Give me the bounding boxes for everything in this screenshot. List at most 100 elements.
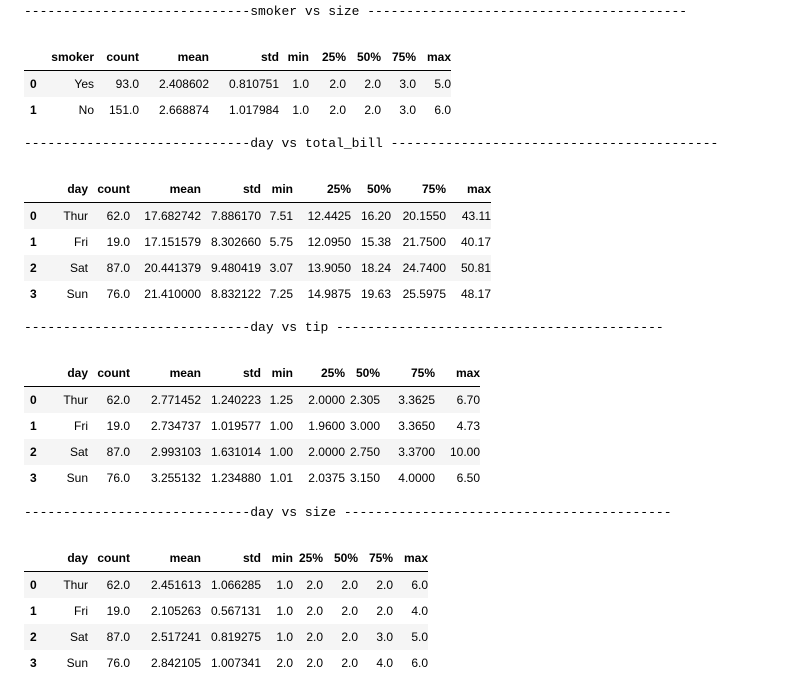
column-header: mean	[139, 44, 209, 71]
table-cell: 1.631014	[210, 445, 261, 459]
table-cell: 1.01	[269, 471, 293, 485]
table-cell: 2.0	[364, 103, 381, 117]
row-index: 2	[30, 445, 37, 459]
table-cell: 8.832122	[210, 287, 261, 301]
table-cell: 7.51	[269, 209, 293, 223]
column-header: min	[261, 176, 293, 203]
table-row: 2 Sat 87.0 20.441379 9.480419 3.07 13.9050 18.2…	[24, 255, 491, 281]
table-cell: Thur	[63, 209, 88, 223]
index-header-cell	[24, 44, 50, 71]
table-cell: Sun	[66, 287, 88, 301]
table-row: 1 Fri 19.0 2.734737 1.019577 1.00 1.9600 3.000 3…	[24, 413, 480, 439]
row-index: 1	[30, 103, 37, 117]
column-header: max	[416, 44, 451, 71]
table-cell: 6.70	[456, 393, 480, 407]
section-header-day-vs-total-bill: -----------------------------day vs tota…	[24, 136, 719, 151]
column-header: 75%	[380, 360, 435, 387]
table-cell: 2.771452	[150, 393, 201, 407]
table-cell: Fri	[74, 419, 88, 433]
table-cell: Sat	[69, 445, 88, 459]
column-header: max	[435, 360, 480, 387]
table-cell: 19.0	[106, 235, 130, 249]
table-cell: 1.25	[269, 393, 293, 407]
table-cell: 25.5975	[402, 287, 446, 301]
table-cell: 2.0000	[308, 393, 345, 407]
table-cell: 2.993103	[150, 445, 201, 459]
table-cell: 4.0	[376, 656, 393, 670]
table-row: 0 Thur 62.0 2.451613 1.066285 1.0 2.0 2.0 2.0 6.0	[24, 571, 428, 598]
table-cell: 48.17	[460, 287, 491, 301]
table-cell: 1.00	[269, 419, 293, 433]
table-cell: 0.819275	[210, 630, 261, 644]
table-cell: 14.9875	[307, 287, 351, 301]
index-header-cell	[24, 360, 50, 387]
column-header: 25%	[293, 176, 351, 203]
table-cell: 2.842105	[150, 656, 201, 670]
column-header: count	[88, 545, 130, 572]
table-cell: 13.9050	[307, 261, 351, 275]
index-header-cell	[24, 176, 50, 203]
column-header: day	[50, 545, 88, 572]
column-header: min	[261, 545, 293, 572]
section-header-smoker-vs-size: -----------------------------smoker vs s…	[24, 4, 688, 19]
table-cell: 7.886170	[210, 209, 261, 223]
table-cell: 4.0000	[398, 471, 435, 485]
table-cell: 4.73	[456, 419, 480, 433]
row-index: 0	[30, 77, 37, 91]
table-cell: 2.0	[341, 656, 358, 670]
table-cell: 8.302660	[210, 235, 261, 249]
table-cell: 1.9600	[308, 419, 345, 433]
row-index: 2	[30, 261, 37, 275]
table-cell: 3.255132	[150, 471, 201, 485]
column-header: std	[201, 545, 261, 572]
table-cell: 87.0	[106, 445, 130, 459]
table-cell: 4.0	[411, 604, 428, 618]
column-header: count	[88, 360, 130, 387]
table-cell: 1.234880	[210, 471, 261, 485]
table-cell: 50.81	[460, 261, 491, 275]
row-index: 3	[30, 287, 37, 301]
column-header: 50%	[346, 44, 381, 71]
section-header-day-vs-tip: -----------------------------day vs tip …	[24, 320, 664, 335]
table-cell: 76.0	[106, 471, 130, 485]
table-row: 2 Sat 87.0 2.517241 0.819275 1.0 2.0 2.0 3.0 5.0	[24, 624, 428, 650]
table-cell: 2.734737	[150, 419, 201, 433]
table-cell: 12.4425	[307, 209, 351, 223]
table-cell: 9.480419	[210, 261, 261, 275]
table-cell: 6.0	[411, 578, 428, 592]
column-header: min	[261, 360, 293, 387]
column-header: 75%	[381, 44, 416, 71]
table-cell: 6.0	[434, 103, 451, 117]
column-header: max	[393, 545, 428, 572]
table-cell: 2.0	[364, 77, 381, 91]
table-smoker-vs-size: smoker count mean std min 25% 50% 75% max 0 Yes 93.…	[24, 44, 451, 123]
table-cell: Sat	[69, 630, 88, 644]
table-cell: 20.1550	[402, 209, 446, 223]
table-row: 2 Sat 87.0 2.993103 1.631014 1.00 2.0000 2.750 3…	[24, 439, 480, 465]
table-cell: 2.0	[329, 103, 346, 117]
column-header: 50%	[351, 176, 391, 203]
row-index: 3	[30, 471, 37, 485]
table-cell: 2.408602	[158, 77, 209, 91]
table-cell: 21.410000	[144, 287, 201, 301]
table-cell: 2.0	[306, 604, 323, 618]
table-cell: 62.0	[106, 393, 130, 407]
table-cell: 15.38	[360, 235, 391, 249]
column-header: day	[50, 176, 88, 203]
table-cell: 3.0	[376, 630, 393, 644]
column-header: count	[88, 176, 130, 203]
table-cell: 2.0	[341, 630, 358, 644]
table-cell: 93.0	[115, 77, 139, 91]
table-cell: 1.00	[269, 445, 293, 459]
table-cell: No	[78, 103, 94, 117]
table-cell: 3.0	[399, 77, 416, 91]
table-cell: 3.07	[269, 261, 293, 275]
table-cell: 2.105263	[150, 604, 201, 618]
table-cell: 6.0	[411, 656, 428, 670]
table-cell: Sat	[69, 261, 88, 275]
column-header: 25%	[293, 360, 345, 387]
table-cell: 1.0	[292, 103, 309, 117]
table-cell: 3.150	[349, 471, 380, 485]
table-cell: 3.000	[349, 419, 380, 433]
table-row: 1 No 151.0 2.668874 1.017984 1.0 2.0 2.0 3.0 6.0	[24, 97, 451, 123]
